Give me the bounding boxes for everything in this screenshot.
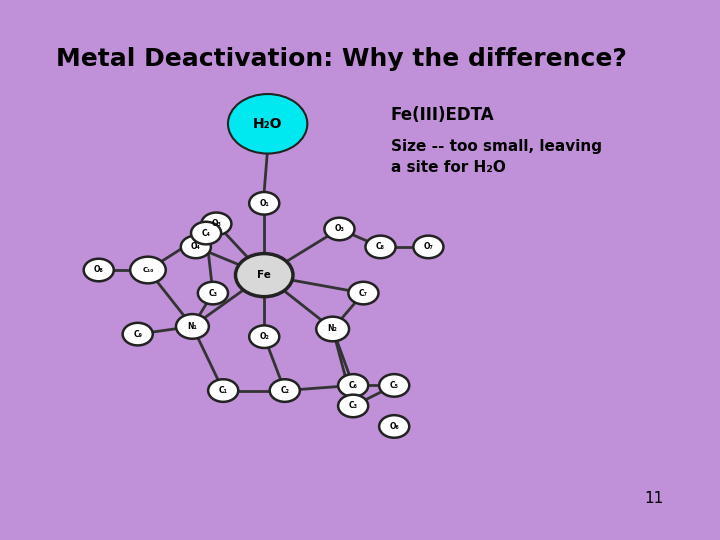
Text: O₃: O₃ — [212, 219, 221, 228]
Circle shape — [130, 256, 166, 284]
Circle shape — [338, 374, 368, 397]
Circle shape — [348, 282, 379, 305]
Text: N₁: N₁ — [187, 322, 197, 331]
Text: C₈: C₈ — [376, 242, 385, 252]
Circle shape — [316, 316, 349, 341]
Circle shape — [235, 254, 293, 296]
Text: N₂: N₂ — [328, 325, 338, 334]
Text: C₁: C₁ — [219, 386, 228, 395]
Circle shape — [198, 282, 228, 305]
Circle shape — [84, 259, 114, 281]
Circle shape — [249, 192, 279, 214]
Text: C₉: C₉ — [133, 329, 142, 339]
Circle shape — [379, 415, 409, 438]
Circle shape — [122, 323, 153, 346]
Circle shape — [191, 222, 221, 244]
Text: C₇: C₇ — [359, 288, 368, 298]
Text: C₁₀: C₁₀ — [143, 267, 153, 273]
Text: Fe: Fe — [257, 270, 271, 280]
Text: Metal Deactivation: Why the difference?: Metal Deactivation: Why the difference? — [55, 47, 626, 71]
Text: O₂: O₂ — [259, 332, 269, 341]
Circle shape — [249, 326, 279, 348]
Circle shape — [208, 379, 238, 402]
Circle shape — [176, 314, 209, 339]
Circle shape — [366, 235, 395, 258]
Text: C₄: C₄ — [202, 228, 211, 238]
Text: Fe(III)EDTA: Fe(III)EDTA — [391, 106, 495, 124]
Text: C₃: C₃ — [209, 288, 217, 298]
Circle shape — [181, 235, 211, 258]
Text: C₂: C₂ — [280, 386, 289, 395]
Text: O₁: O₁ — [259, 199, 269, 208]
Circle shape — [379, 374, 409, 397]
Text: C₅: C₅ — [390, 381, 399, 390]
Text: O₆: O₆ — [390, 422, 399, 431]
Text: O₇: O₇ — [423, 242, 433, 252]
Text: O₃: O₃ — [335, 225, 344, 233]
Text: 11: 11 — [644, 491, 664, 506]
Text: Size -- too small, leaving
a site for H₂O: Size -- too small, leaving a site for H₂… — [391, 139, 602, 175]
Circle shape — [413, 235, 444, 258]
Circle shape — [270, 379, 300, 402]
Circle shape — [202, 213, 231, 235]
Text: O₈: O₈ — [94, 266, 104, 274]
Text: C₃: C₃ — [348, 401, 358, 410]
Text: O₄: O₄ — [191, 242, 201, 252]
Text: C₆: C₆ — [348, 381, 358, 390]
Circle shape — [338, 395, 368, 417]
Text: H₂O: H₂O — [253, 117, 282, 131]
Circle shape — [325, 218, 354, 240]
Circle shape — [228, 94, 307, 153]
